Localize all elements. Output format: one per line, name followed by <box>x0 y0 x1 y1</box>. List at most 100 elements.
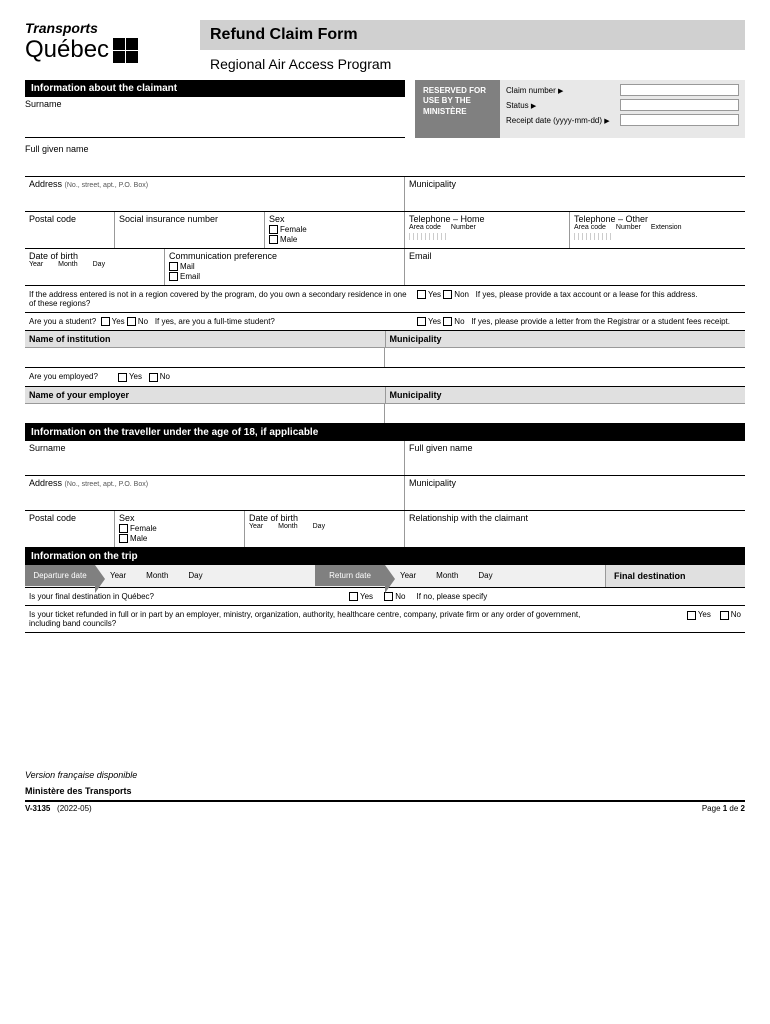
surname-label: Surname <box>25 97 405 110</box>
t-address-sublabel: (No., street, apt., P.O. Box) <box>65 481 149 488</box>
form-subtitle: Regional Air Access Program <box>200 56 745 72</box>
reserved-header: RESERVED FOR USE BY THE MINISTÈRE <box>415 80 500 138</box>
footer-version: Version française disponible <box>25 770 745 780</box>
reserved-fields: Claim number ▶ Status ▶ Receipt date (yy… <box>500 80 745 138</box>
return-label: Return date <box>315 565 385 586</box>
t-municipality-label: Municipality <box>409 478 741 488</box>
departure-date-input[interactable]: Year Month Day <box>95 571 315 580</box>
q2-after: If yes, please provide a letter from the… <box>471 317 730 326</box>
dest-no-checkbox[interactable] <box>384 592 393 601</box>
t-relationship-input[interactable] <box>409 523 741 545</box>
q2-text: Are you a student? <box>29 317 96 326</box>
fulltime-yes-checkbox[interactable] <box>417 317 426 326</box>
employed-yes-checkbox[interactable] <box>118 373 127 382</box>
employer-municipality-input[interactable] <box>385 404 745 423</box>
address-label: Address <box>29 179 62 189</box>
refund-yes-checkbox[interactable] <box>687 611 696 620</box>
surname-input[interactable] <box>25 110 405 138</box>
institution-input[interactable] <box>25 348 385 367</box>
footer-ministry: Ministère des Transports <box>25 786 745 796</box>
t-fullname-label: Full given name <box>409 443 741 453</box>
claim-number-label: Claim number ▶ <box>506 86 616 95</box>
trip-q2: Is your ticket refunded in full or in pa… <box>29 610 609 628</box>
municipality-input[interactable] <box>409 189 741 209</box>
refund-no-checkbox[interactable] <box>720 611 729 620</box>
address-sublabel: (No., street, apt., P.O. Box) <box>65 182 149 189</box>
logo-quebec-text: Québec <box>25 36 109 64</box>
institution-municipality-label: Municipality <box>386 331 746 347</box>
student-yes-checkbox[interactable] <box>101 317 110 326</box>
q2b-text: If yes, are you a full-time student? <box>155 317 275 326</box>
t-dob-label: Date of birth <box>249 513 400 523</box>
footer: Version française disponible Ministère d… <box>25 770 745 813</box>
q3-text: Are you employed? <box>29 372 98 381</box>
form-number: V-3135 <box>25 804 50 813</box>
tel-home-input[interactable] <box>409 233 565 240</box>
trip-q1: Is your final destination in Québec? <box>29 592 349 601</box>
q1-non-checkbox[interactable] <box>443 290 452 299</box>
q1-yes-checkbox[interactable] <box>417 290 426 299</box>
institution-label: Name of institution <box>25 331 386 347</box>
logo-transports-text: Transports <box>25 20 185 36</box>
tel-other-input[interactable] <box>574 233 741 240</box>
logo: Transports Québec <box>25 20 185 64</box>
departure-label: Departure date <box>25 565 95 586</box>
form-title: Refund Claim Form <box>200 20 745 50</box>
t-address-label: Address <box>29 478 62 488</box>
status-input[interactable] <box>620 99 739 111</box>
t-surname-label: Surname <box>29 443 400 453</box>
t-male-checkbox[interactable] <box>119 534 128 543</box>
fullname-label: Full given name <box>25 142 745 155</box>
sin-input[interactable] <box>119 224 260 246</box>
section-traveller-header: Information on the traveller under the a… <box>25 424 745 441</box>
tel-other-label: Telephone – Other <box>574 214 741 224</box>
email-input[interactable] <box>409 261 741 283</box>
section-trip-header: Information on the trip <box>25 548 745 565</box>
header: Transports Québec Refund Claim Form Regi… <box>25 20 745 72</box>
t-fullname-input[interactable] <box>409 453 741 473</box>
fulltime-no-checkbox[interactable] <box>443 317 452 326</box>
status-label: Status ▶ <box>506 101 616 110</box>
address-input[interactable] <box>29 189 400 209</box>
tel-home-label: Telephone – Home <box>409 214 565 224</box>
t-postal-input[interactable] <box>29 523 110 545</box>
employer-label: Name of your employer <box>25 387 386 403</box>
trip-q1-after: If no, please specify <box>417 592 488 601</box>
commpref-label: Communication preference <box>169 251 400 261</box>
receipt-date-label: Receipt date (yyyy-mm-dd) ▶ <box>506 116 616 125</box>
employer-input[interactable] <box>25 404 385 423</box>
dob-label: Date of birth <box>29 251 160 261</box>
t-surname-input[interactable] <box>29 453 400 473</box>
section-claimant-header: Information about the claimant <box>25 80 405 97</box>
female-checkbox[interactable] <box>269 225 278 234</box>
fullname-input[interactable] <box>25 155 745 177</box>
sex-label: Sex <box>269 214 400 224</box>
student-no-checkbox[interactable] <box>127 317 136 326</box>
page-number: Page 1 de 2 <box>702 804 745 813</box>
email-checkbox[interactable] <box>169 272 178 281</box>
municipality-label: Municipality <box>409 179 456 189</box>
t-sex-label: Sex <box>119 513 240 523</box>
mail-checkbox[interactable] <box>169 262 178 271</box>
form-date: (2022-05) <box>57 804 92 813</box>
sin-label: Social insurance number <box>119 214 260 224</box>
logo-flags-icon <box>113 38 141 63</box>
receipt-date-input[interactable] <box>620 114 739 126</box>
q1-after: If yes, please provide a tax account or … <box>476 290 698 299</box>
t-municipality-input[interactable] <box>409 488 741 508</box>
dest-yes-checkbox[interactable] <box>349 592 358 601</box>
q1-text: If the address entered is not in a regio… <box>29 290 409 308</box>
claim-number-input[interactable] <box>620 84 739 96</box>
t-relationship-label: Relationship with the claimant <box>409 513 741 523</box>
employed-no-checkbox[interactable] <box>149 373 158 382</box>
institution-municipality-input[interactable] <box>385 348 745 367</box>
male-checkbox[interactable] <box>269 235 278 244</box>
postal-input[interactable] <box>29 224 110 246</box>
t-address-input[interactable] <box>29 488 400 508</box>
t-postal-label: Postal code <box>29 513 110 523</box>
return-date-input[interactable]: Year Month Day <box>385 571 605 580</box>
final-dest-label: Final destination <box>605 565 745 587</box>
email-label: Email <box>409 251 741 261</box>
t-female-checkbox[interactable] <box>119 524 128 533</box>
employer-municipality-label: Municipality <box>386 387 746 403</box>
